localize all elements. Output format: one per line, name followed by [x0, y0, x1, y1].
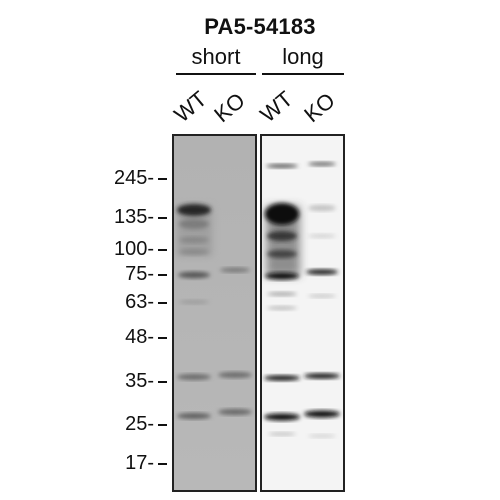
band-wt-35 [177, 374, 211, 380]
exposure-underline-long [262, 73, 344, 75]
exposure-label-long: long [282, 44, 324, 69]
band-ko-75 [220, 267, 250, 273]
mw-tick [158, 249, 167, 251]
antibody-title: PA5-54183 [204, 14, 316, 39]
mw-tick [158, 463, 167, 465]
mw-label-75: 75- [125, 263, 154, 285]
band-ko-35 [304, 373, 340, 379]
blot-background [174, 136, 255, 490]
lane-label-ko-short: KO [209, 87, 250, 128]
lane-label-ko-long: KO [299, 87, 340, 128]
band [267, 231, 297, 241]
band [308, 234, 336, 238]
mw-label-25: 25- [125, 413, 154, 435]
band-wt-135 [265, 203, 299, 225]
band [308, 434, 336, 438]
mw-tick [158, 274, 167, 276]
band [308, 294, 336, 298]
mw-label-17: 17- [125, 452, 154, 474]
band-ko-25 [218, 409, 252, 415]
band [267, 292, 297, 296]
mw-label-245: 245- [113, 167, 154, 189]
blot-panel-short [172, 134, 257, 492]
band-ko-245 [308, 162, 336, 166]
lane-label-wt-long: WT [255, 86, 298, 128]
mw-tick [158, 337, 167, 339]
band-wt-75 [265, 272, 299, 280]
blot-background [262, 136, 343, 490]
band-wt-35 [264, 375, 300, 381]
exposure-underline-short [176, 73, 256, 75]
exposure-label-short: short [191, 44, 241, 69]
blot-panel-long [260, 134, 345, 492]
band-wt-135 [177, 204, 211, 216]
band [268, 432, 296, 436]
band-wt-25 [177, 413, 211, 419]
mw-label-63: 63- [125, 291, 154, 313]
mw-tick [158, 178, 167, 180]
mw-tick [158, 302, 167, 304]
mw-label-100: 100- [113, 238, 154, 260]
band [267, 250, 297, 258]
band-ko-75 [306, 269, 338, 275]
band [267, 306, 297, 310]
mw-label-48: 48- [125, 326, 154, 348]
band [179, 237, 209, 243]
band-wt-75 [178, 271, 210, 279]
mw-tick [158, 424, 167, 426]
mw-label-35: 35- [125, 370, 154, 392]
band-wt-245 [266, 164, 298, 168]
mw-tick [158, 217, 167, 219]
band-ko-25 [304, 410, 340, 418]
band [179, 249, 209, 255]
blot-image-short [174, 136, 255, 490]
band-wt-25 [264, 413, 300, 421]
band [179, 300, 209, 304]
blot-image-long [262, 136, 343, 490]
band [308, 205, 336, 211]
band-ko-35 [218, 372, 252, 378]
band [179, 219, 209, 229]
mw-tick [158, 381, 167, 383]
lane-label-wt-short: WT [169, 86, 212, 128]
mw-label-135: 135- [113, 206, 154, 228]
